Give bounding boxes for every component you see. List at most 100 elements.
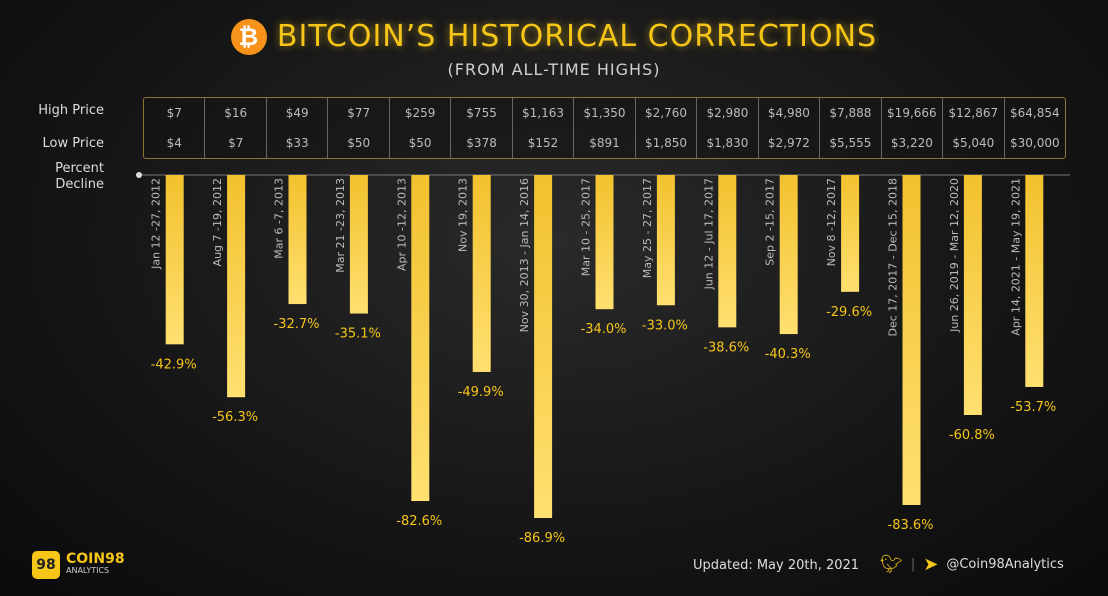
bitcoin-icon: ₿ [230, 18, 267, 55]
date-label: Mar 21 -23, 2013 [334, 178, 347, 273]
low-price-value: $378 [466, 136, 497, 150]
divider: | [910, 557, 916, 572]
twitter-icon[interactable]: 🐦︎ [880, 554, 903, 575]
high-price-value: $19,666 [887, 106, 937, 120]
baseline-dot [136, 172, 142, 178]
percent-decline-label: Percent Decline [55, 161, 104, 192]
bar [779, 175, 798, 335]
price-column: $4,980 $2,972 [759, 98, 821, 158]
date-label: Sep 2 -15, 2017 [764, 178, 777, 266]
bar [902, 175, 921, 505]
bar [472, 175, 491, 372]
date-label: Jun 12 - Jul 17, 2017 [702, 178, 715, 290]
low-price-value: $5,555 [829, 136, 872, 150]
date-label: Nov 8 -12, 2017 [825, 178, 838, 266]
bar [288, 175, 307, 305]
value-label: -83.6% [888, 518, 934, 533]
date-label: Apr 10 -12, 2013 [395, 178, 408, 271]
bar [411, 175, 430, 502]
low-price-value: $4 [166, 136, 182, 150]
price-column: $259 $50 [390, 98, 452, 158]
date-label: Jan 12 -27, 2012 [150, 178, 163, 270]
low-price-value: $5,040 [952, 136, 995, 150]
value-label: -32.7% [274, 317, 320, 332]
low-price-value: $30,000 [1009, 136, 1060, 150]
date-label: Apr 14, 2021 - May 19, 2021 [1009, 178, 1022, 336]
bar [841, 175, 860, 292]
high-price-value: $16 [224, 106, 248, 120]
price-column: $16 $7 [205, 98, 267, 158]
value-label: -29.6% [826, 305, 872, 320]
date-label: Jun 26, 2019 - Mar 12, 2020 [948, 178, 961, 333]
value-label: -40.3% [765, 347, 811, 362]
low-price-value: $1,850 [644, 136, 687, 150]
coin98-logo: 98 COIN98 ANALYTICS [32, 551, 125, 579]
date-label: Aug 7 -19, 2012 [211, 178, 224, 266]
low-price-value: $891 [589, 136, 620, 150]
low-price-value: $1,830 [706, 136, 749, 150]
low-price-value: $50 [408, 136, 432, 150]
bar [718, 175, 737, 328]
value-label: -42.9% [151, 357, 197, 372]
low-price-value: $50 [347, 136, 371, 150]
brand-name: COIN98 [66, 551, 125, 567]
high-price-value: $7,888 [829, 106, 872, 120]
social-links: 🐦︎ | ➤ @Coin98Analytics [880, 554, 1064, 575]
high-price-value: $12,867 [948, 106, 999, 120]
value-label: -35.1% [335, 327, 381, 342]
logo-mark: 98 [32, 551, 60, 579]
price-column: $1,350 $891 [574, 98, 636, 158]
price-column: $77 $50 [328, 98, 390, 158]
high-price-value: $1,350 [583, 106, 626, 120]
high-price-value: $2,980 [706, 106, 749, 120]
low-price-value: $33 [285, 136, 309, 150]
price-column: $19,666 $3,220 [882, 98, 944, 158]
updated-date: Updated: May 20th, 2021 [693, 558, 860, 573]
value-label: -56.3% [212, 410, 258, 425]
price-column: $64,854 $30,000 [1005, 98, 1065, 158]
high-price-value: $755 [466, 106, 497, 120]
price-column: $2,760 $1,850 [636, 98, 698, 158]
bar [963, 175, 982, 415]
low-price-value: $152 [527, 136, 559, 150]
bar [656, 175, 675, 306]
date-label: May 25 - 27, 2017 [641, 178, 654, 278]
low-price-value: $3,220 [890, 136, 933, 150]
chart-subtitle: (FROM ALL-TIME HIGHS) [447, 60, 661, 79]
date-label: Nov 30, 2013 - Jan 14, 2016 [518, 178, 531, 332]
date-label: Mar 10 - 25, 2017 [580, 178, 593, 276]
low-price-value: $2,972 [767, 136, 810, 150]
telegram-icon[interactable]: ➤ [923, 554, 939, 575]
price-column: $7,888 $5,555 [820, 98, 882, 158]
low-price-label: Low Price [42, 136, 104, 151]
date-label: Mar 6 -7, 2013 [273, 178, 286, 259]
bar [349, 175, 368, 314]
price-column: $755 $378 [451, 98, 513, 158]
value-label: -33.0% [642, 318, 688, 333]
bar [534, 175, 553, 518]
bar [595, 175, 614, 310]
bar [165, 175, 184, 345]
price-column: $49 $33 [267, 98, 329, 158]
price-column: $12,867 $5,040 [943, 98, 1005, 158]
price-column: $7 $4 [144, 98, 206, 158]
high-price-value: $1,163 [522, 106, 565, 120]
high-price-value: $7 [166, 106, 182, 120]
value-label: -34.0% [581, 322, 627, 337]
social-handle[interactable]: @Coin98Analytics [946, 557, 1064, 572]
brand-sub: ANALYTICS [66, 566, 110, 575]
price-column: $2,980 $1,830 [697, 98, 759, 158]
high-price-value: $49 [285, 106, 309, 120]
value-label: -49.9% [458, 385, 504, 400]
value-label: -38.6% [703, 340, 749, 355]
value-label: -60.8% [949, 428, 995, 443]
high-price-value: $64,854 [1009, 106, 1060, 120]
price-table: $7 $4 $16 $7 $49 $33 $77 $50 $259 $50 $755 $378 $1,1… [143, 97, 1066, 159]
high-price-label: High Price [38, 103, 104, 118]
high-price-value: $77 [347, 106, 371, 120]
low-price-value: $7 [228, 136, 244, 150]
high-price-value: $4,980 [767, 106, 810, 120]
chart-title: ₿ BITCOIN’S HISTORICAL CORRECTIONS [0, 18, 1108, 55]
value-label: -53.7% [1010, 400, 1056, 415]
